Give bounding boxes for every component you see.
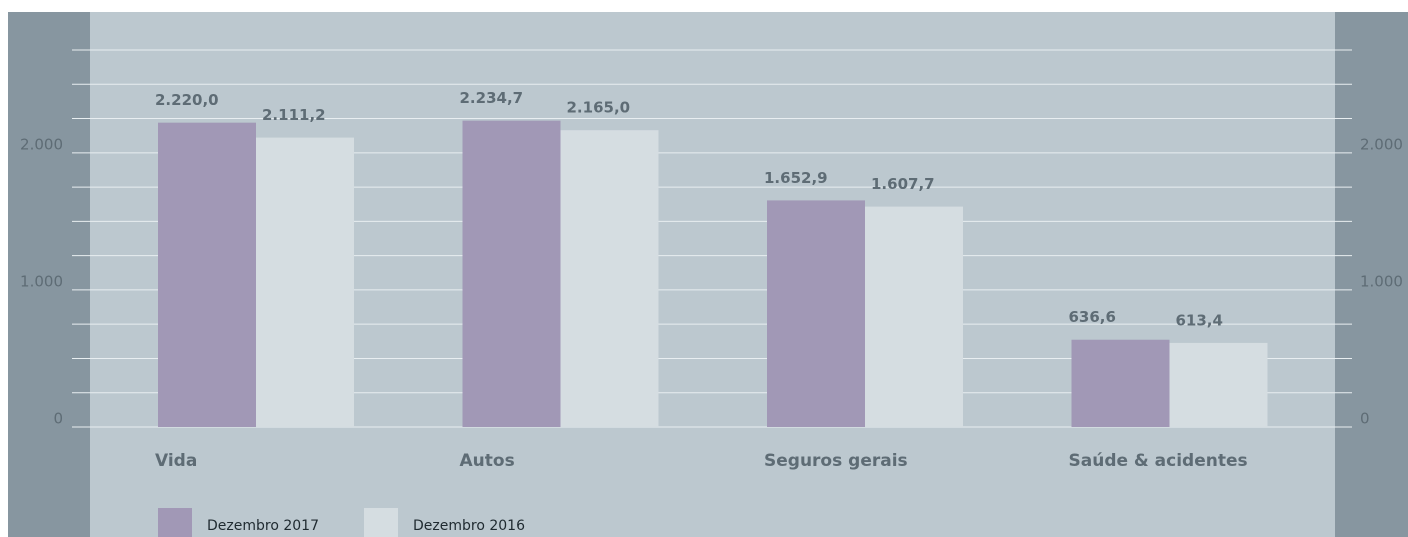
value-label: 613,4 [1176, 311, 1223, 329]
bar [158, 122, 256, 428]
y2-tick-label: 2.000 [1360, 135, 1403, 153]
value-label: 2.234,7 [460, 89, 524, 107]
legend-label: Dezembro 2016 [413, 518, 525, 534]
right-strip [1335, 12, 1408, 537]
value-label: 2.220,0 [155, 91, 219, 109]
value-label: 1.652,9 [764, 169, 828, 187]
value-label: 2.165,0 [567, 99, 631, 117]
bar [767, 200, 865, 427]
x-tick-label: Vida [155, 451, 197, 471]
bar [1169, 342, 1268, 427]
bar [256, 137, 354, 427]
y-tick-label: 0 [53, 410, 63, 428]
bar [865, 206, 963, 427]
y-tick-label: 1.000 [20, 272, 63, 290]
legend-swatch [364, 508, 398, 537]
value-label: 1.607,7 [871, 175, 935, 193]
x-tick-label: Saúde & acidentes [1069, 451, 1248, 471]
legend-swatch [158, 508, 192, 537]
bar [462, 120, 561, 427]
left-strip [8, 12, 90, 537]
value-label: 2.111,2 [262, 106, 326, 124]
y-tick-label: 2.000 [20, 135, 63, 153]
y2-tick-label: 0 [1360, 410, 1370, 428]
x-tick-label: Seguros gerais [764, 451, 908, 471]
x-tick-label: Autos [460, 451, 515, 471]
bar [1071, 339, 1170, 427]
legend-label: Dezembro 2017 [207, 518, 319, 534]
y2-tick-label: 1.000 [1360, 272, 1403, 290]
value-label: 636,6 [1069, 308, 1116, 326]
bar [560, 130, 659, 427]
